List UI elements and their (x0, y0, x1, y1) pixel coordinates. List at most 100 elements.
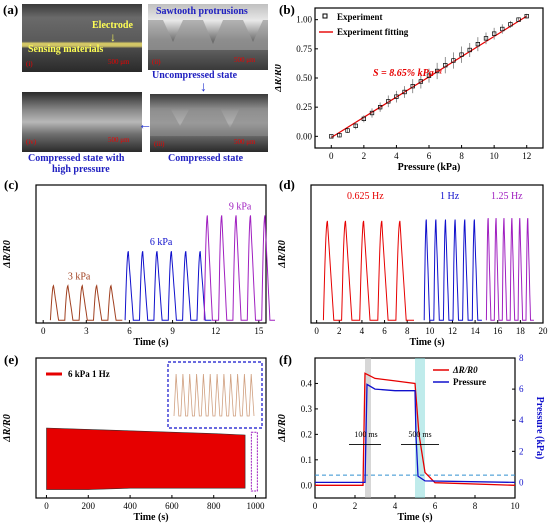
chart-c: (c) 0 3 6 9 12 15 Time (s) ΔR/R0 3 kPa 6 kPa 9 kPa (2, 177, 275, 348)
y-tick-label: 0.50 (296, 73, 312, 83)
panel-label-a: (a) (3, 2, 19, 17)
y2-tick-label: 0 (519, 477, 524, 487)
micrograph-iv: 500 μm (iii) (150, 94, 268, 152)
x-tick-label: 14 (471, 326, 481, 336)
data-point (451, 58, 456, 63)
legend-marker-experiment (322, 13, 328, 19)
data-point (361, 116, 367, 121)
x-tick-label: 4 (393, 501, 398, 511)
segment-label-0: 3 kPa (68, 272, 91, 283)
sensitivity-annotation: S = 8.65% kPa⁻¹ (373, 68, 442, 79)
chart-f: (f) 0 2 4 6 8 10 0.0 0.1 0.2 0.3 0.4 Time (s) ΔR/R0 0 2… (277, 352, 545, 523)
y2-axis-label: Pressure (kPa) (534, 397, 545, 460)
x-tick-label: 800 (207, 501, 221, 511)
data-point (418, 79, 424, 84)
x-tick-label: 8 (405, 326, 410, 336)
x-tick-label: 400 (123, 501, 137, 511)
y-tick-label: 0.75 (296, 44, 312, 54)
x-tick-label: 2 (353, 501, 358, 511)
data-point (524, 14, 529, 19)
x-tick-label: 0 (314, 326, 319, 336)
y2-tick-label: 8 (519, 353, 524, 363)
x-tick-label: 10 (490, 151, 500, 161)
x-tick-label: 0 (329, 151, 334, 161)
scalebar-i: 500 μm (108, 58, 130, 66)
data-point (337, 133, 342, 138)
panel-label-f: (f) (279, 352, 292, 367)
x-tick-label: 6 (382, 326, 387, 336)
x-tick-label: 6 (127, 326, 132, 336)
segment-label-0: 0.625 Hz (347, 191, 384, 202)
x-tick-label: 15 (254, 326, 264, 336)
y2-tick-label: 4 (519, 415, 524, 425)
x-axis-label: Time (s) (409, 337, 444, 348)
rise-region (365, 358, 371, 498)
y-tick-label: 0.3 (301, 404, 313, 414)
series-pressure (315, 383, 516, 484)
x-tick-label: 12 (211, 326, 220, 336)
annotation-100ms: 100 ms (354, 430, 377, 439)
data-point (508, 22, 513, 27)
y-tick-label: 0.0 (301, 480, 313, 490)
segment-label-2: 1.25 Hz (491, 191, 523, 202)
data-point (475, 42, 481, 47)
annotation-500ms: 500 ms (408, 430, 431, 439)
x-axis-label: Time (s) (397, 512, 432, 523)
x-tick-label: 6 (427, 151, 432, 161)
signal-2 (485, 218, 534, 321)
fall-region (415, 358, 425, 498)
y2-tick-label: 2 (519, 446, 524, 456)
legend-experiment: Experiment (337, 12, 383, 22)
x-tick-label: 16 (493, 326, 503, 336)
scalebar-iii: 500 μm (108, 136, 130, 144)
y2-tick-label: 6 (519, 384, 524, 394)
y-axis-label: ΔR/R0 (275, 64, 284, 92)
micrograph-i: Electrode ↓ Sensing materials 500 μm (i) (22, 4, 142, 72)
y-tick-label: 0.2 (301, 429, 312, 439)
data-point (426, 73, 432, 78)
panel-label-d: (d) (279, 177, 295, 192)
plot-frame (35, 357, 267, 499)
signal-0 (322, 220, 414, 321)
x-tick-label: 9 (170, 326, 175, 336)
plot-frame (35, 184, 267, 324)
data-point (443, 63, 448, 68)
x-tick-label: 8 (473, 501, 478, 511)
data-point (329, 134, 334, 139)
x-tick-label: 10 (511, 501, 521, 511)
signal-2 (203, 215, 275, 321)
micrograph-iii: 500 μm (iv) (22, 92, 142, 152)
x-tick-label: 4 (394, 151, 399, 161)
label-electrode: Electrode (92, 20, 133, 31)
data-point (483, 36, 489, 41)
panel-a: (a) Electrode ↓ Sensing materials 500 μm… (0, 0, 270, 175)
x-tick-label: 200 (82, 501, 96, 511)
y-tick-label: 0.4 (301, 378, 313, 388)
y-tick-label: 1.00 (296, 15, 312, 25)
label-compressed-high-2: high pressure (52, 164, 110, 175)
data-point (410, 84, 415, 89)
plot-frame (310, 184, 544, 324)
data-point (467, 47, 472, 53)
sawtooth-shape (148, 20, 268, 50)
x-tick-label: 20 (539, 326, 549, 336)
scalebar-iv: 500 μm (234, 138, 256, 146)
data-point (434, 68, 440, 74)
x-tick-label: 600 (165, 501, 179, 511)
signal-0 (49, 284, 123, 321)
scalebar-ii: 500 μm (234, 56, 256, 64)
data-point (386, 99, 391, 104)
y-axis-label: ΔR/R0 (277, 414, 288, 442)
x-tick-label: 0 (313, 501, 318, 511)
segment-label-1: 1 Hz (440, 191, 460, 202)
data-point (377, 105, 383, 110)
legend-label: 6 kPa 1 Hz (68, 369, 110, 379)
label-compressed-high-1: Compressed state with (28, 153, 125, 164)
segment-label-2: 9 kPa (229, 201, 252, 212)
x-tick-label: 2 (337, 326, 342, 336)
y-axis-label: ΔR/R0 (2, 240, 13, 268)
y-tick-label: 0.1 (301, 455, 312, 465)
data-point (459, 52, 464, 57)
label-sawtooth: Sawtooth protrusions (156, 6, 248, 17)
x-tick-label: 6 (433, 501, 438, 511)
